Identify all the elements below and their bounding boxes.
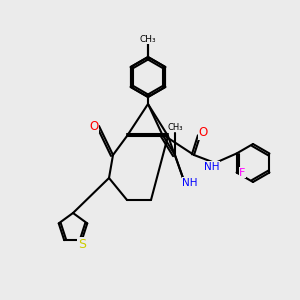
Text: CH₃: CH₃ <box>140 34 156 43</box>
Text: CH₃: CH₃ <box>140 34 156 43</box>
Text: O: O <box>198 127 208 140</box>
Text: F: F <box>239 167 246 178</box>
Text: O: O <box>89 119 99 133</box>
Text: S: S <box>78 238 86 250</box>
Text: NH: NH <box>204 162 220 172</box>
Text: CH₃: CH₃ <box>167 122 183 131</box>
Text: NH: NH <box>182 178 198 188</box>
